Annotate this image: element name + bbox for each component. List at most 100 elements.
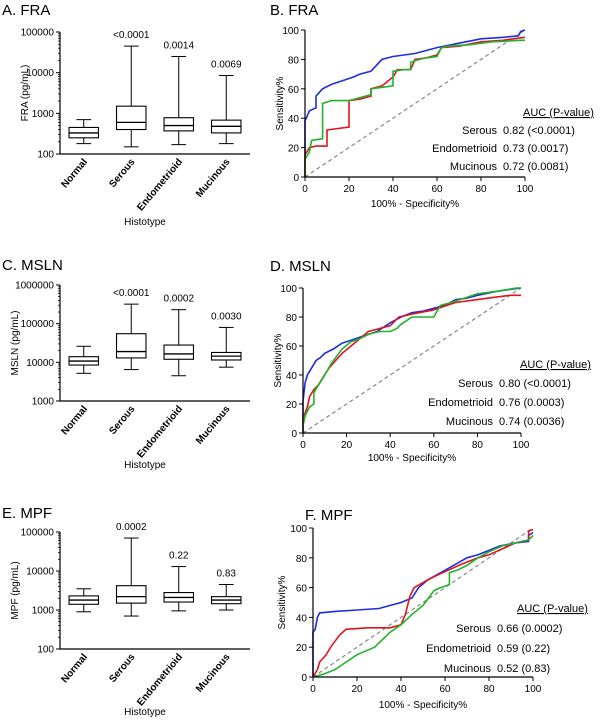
auc-row-label: Mucinous: [446, 416, 494, 428]
panel-title: A. FRA: [2, 2, 51, 19]
y-tick-label: 80: [288, 55, 300, 66]
p-value-label: 0.0069: [211, 60, 242, 71]
x-tick-label: 0: [300, 440, 306, 451]
y-tick-label: 40: [296, 613, 308, 624]
panel-d-msln-roc: D. MSLN 0 20 40 60 80 100 0 20 40 60 80 100 Sensitiv…: [265, 255, 600, 485]
y-tick-label: 100: [290, 524, 307, 535]
roc-curve-mucinous: [304, 39, 525, 177]
panel-f-mpf-roc: F. MPF 0 20 40 60 80 100 0 20 40 60 80 100 Sensitivi…: [265, 500, 600, 722]
y-tick-label: 80: [296, 554, 308, 565]
x-category-label: Endometrioid: [135, 652, 185, 708]
y-tick-label: 20: [296, 643, 308, 654]
roc-plot-fra: 0 20 40 60 80 100 0 20 40 60 80 100 Sensitivity% 100%…: [275, 26, 594, 210]
auc-table-header: AUC (P-value): [523, 107, 594, 119]
x-category-label: Mucinous: [194, 157, 233, 200]
y-tick-label: 60: [288, 85, 300, 96]
x-tick-label: 40: [385, 440, 397, 451]
box-plot-mpf: 100 1000 10000 100000 MPF (pg/mL) Normal 0.000…: [10, 522, 250, 718]
y-tick-label: 100000: [21, 528, 55, 539]
roc-plot-msln: 0 20 40 60 80 100 0 20 40 60 80 100 Sensitivity% 100%…: [273, 284, 591, 464]
box-iqr: [115, 333, 147, 359]
x-axis-label: 100% - Specificity%: [379, 700, 467, 711]
x-axis-label: Histotype: [124, 460, 166, 471]
p-value-label: 0.22: [169, 551, 189, 562]
y-tick-label: 0: [293, 173, 299, 184]
y-tick-label: 0: [301, 673, 307, 684]
y-tick-label: 40: [288, 114, 300, 125]
auc-row-label: Endometrioid: [432, 143, 497, 155]
x-axis-label: 100% - Specificity%: [371, 199, 459, 210]
y-tick-label: 0: [291, 429, 297, 440]
panel-title: F. MPF: [305, 507, 353, 524]
p-value-label: 0.0030: [211, 311, 242, 322]
x-tick-label: 20: [343, 184, 355, 195]
x-category-label: Mucinous: [194, 652, 233, 695]
p-value-label: 0.0002: [116, 522, 147, 533]
panel-title: C. MSLN: [2, 257, 63, 274]
y-tick-label: 100000: [21, 319, 55, 330]
auc-row-label: Endometrioid: [426, 643, 491, 655]
x-tick-label: 100: [513, 440, 530, 451]
x-category-label: Serous: [107, 404, 137, 437]
x-category-label: Serous: [107, 652, 137, 685]
roc-curve-endometrioid: [302, 294, 521, 433]
y-tick-label: 20: [288, 144, 300, 155]
y-tick-label: 100: [280, 284, 297, 295]
x-category-label: Endometrioid: [135, 157, 185, 213]
roc-curve-mucinous: [312, 534, 534, 678]
roc-curve-serous: [304, 29, 526, 177]
x-tick-label: 60: [439, 684, 451, 695]
y-tick-label: 1000: [32, 606, 55, 617]
p-value-label: <0.0001: [113, 30, 150, 41]
roc-plot-mpf: 0 20 40 60 80 100 0 20 40 60 80 100 Sensitivity% 100%…: [277, 524, 588, 711]
auc-row-label: Serous: [456, 623, 491, 635]
box-iqr: [115, 585, 147, 604]
auc-row-value: 0.76 (0.0003): [499, 397, 564, 409]
y-tick-label: 100000: [21, 28, 55, 39]
x-axis-label: Histotype: [124, 217, 166, 228]
p-value-label: <0.0001: [113, 288, 150, 299]
p-value-label: 0.83: [217, 569, 237, 580]
y-axis-label: MSLN (pg/mL): [10, 310, 21, 375]
auc-table-header: AUC (P-value): [517, 603, 588, 615]
auc-row-value: 0.80 (<0.0001): [499, 378, 571, 390]
y-tick-label: 10000: [26, 358, 54, 369]
x-category-label: Normal: [59, 404, 90, 438]
y-tick-label: 10000: [26, 68, 54, 79]
roc-curve-endometrioid: [312, 528, 534, 678]
x-tick-label: 80: [483, 684, 495, 695]
panel-c-msln-boxplot: C. MSLN 1000 10000 100000 1000000 MSLN (pg/m…: [0, 255, 260, 485]
p-value-label: 0.0014: [163, 40, 194, 51]
reference-diagonal: [312, 527, 534, 678]
x-category-label: Normal: [59, 652, 90, 686]
panel-e-mpf-boxplot: E. MPF 100 1000 10000 100000 MPF (pg/mL) Norm…: [0, 500, 260, 722]
auc-row-value: 0.74 (0.0036): [499, 416, 564, 428]
x-tick-label: 60: [431, 184, 443, 195]
x-axis-label: 100% - Specificity%: [368, 453, 456, 464]
x-category-label: Mucinous: [194, 404, 233, 447]
auc-row-value: 0.73 (0.0017): [503, 143, 568, 155]
y-tick-label: 100: [282, 26, 299, 37]
y-tick-label: 20: [286, 400, 298, 411]
box-plot-msln: 1000 10000 100000 1000000 MSLN (pg/mL) Normal…: [10, 281, 250, 471]
x-axis-label: Histotype: [124, 707, 166, 718]
auc-table-header: AUC (P-value): [520, 359, 591, 371]
auc-row-label: Endometrioid: [428, 397, 493, 409]
y-tick-label: 100: [37, 150, 54, 161]
reference-diagonal: [302, 287, 522, 434]
y-axis-label: Sensitivity%: [273, 333, 284, 387]
auc-row-value: 0.59 (0.22): [497, 643, 550, 655]
panel-title: E. MPF: [2, 505, 53, 522]
roc-curve-endometrioid: [304, 36, 526, 177]
x-tick-label: 20: [351, 684, 363, 695]
x-category-label: Normal: [59, 157, 90, 191]
x-tick-label: 0: [302, 184, 308, 195]
x-tick-label: 40: [395, 684, 407, 695]
auc-row-label: Mucinous: [444, 663, 492, 675]
y-tick-label: 80: [286, 313, 298, 324]
y-tick-label: 1000: [32, 397, 55, 408]
auc-row-label: Mucinous: [450, 161, 498, 173]
y-tick-label: 1000: [32, 109, 55, 120]
box-plot-fra: 100 1000 10000 100000 FRA (pg/mL) Normal <0.00…: [20, 28, 250, 228]
reference-diagonal: [304, 29, 526, 178]
